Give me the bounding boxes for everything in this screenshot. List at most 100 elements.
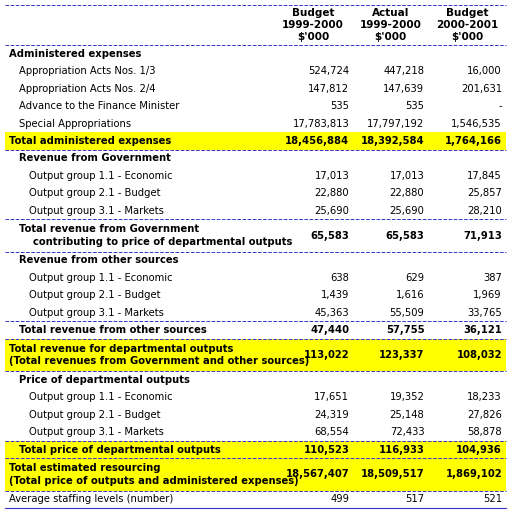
Text: 447,218: 447,218 — [383, 66, 424, 76]
Text: 147,812: 147,812 — [308, 84, 349, 94]
Text: Budget
1999-2000
$'000: Budget 1999-2000 $'000 — [282, 8, 344, 43]
Bar — [5, 406, 506, 423]
Bar — [5, 458, 506, 490]
Bar — [5, 287, 506, 304]
Text: Advance to the Finance Minister: Advance to the Finance Minister — [19, 101, 179, 111]
Bar — [5, 97, 506, 115]
Text: 25,148: 25,148 — [389, 410, 424, 420]
Text: Price of departmental outputs: Price of departmental outputs — [19, 375, 190, 385]
Text: -: - — [498, 101, 502, 111]
Text: 25,690: 25,690 — [389, 206, 424, 216]
Bar — [5, 115, 506, 132]
Text: 72,433: 72,433 — [390, 427, 424, 437]
Bar — [5, 304, 506, 322]
Text: 104,936: 104,936 — [456, 445, 502, 455]
Text: 36,121: 36,121 — [463, 325, 502, 335]
Bar — [5, 63, 506, 80]
Text: 535: 535 — [330, 101, 349, 111]
Text: Total administered expenses: Total administered expenses — [9, 136, 171, 146]
Text: 629: 629 — [405, 273, 424, 283]
Text: 18,567,407: 18,567,407 — [286, 469, 349, 480]
Text: 1,869,102: 1,869,102 — [446, 469, 502, 480]
Text: Revenue from other sources: Revenue from other sources — [19, 255, 178, 265]
Text: Appropriation Acts Nos. 1/3: Appropriation Acts Nos. 1/3 — [19, 66, 155, 76]
Bar — [5, 167, 506, 185]
Text: 33,765: 33,765 — [467, 308, 502, 318]
Text: Appropriation Acts Nos. 2/4: Appropriation Acts Nos. 2/4 — [19, 84, 155, 94]
Text: 25,690: 25,690 — [314, 206, 349, 216]
Text: 58,878: 58,878 — [468, 427, 502, 437]
Bar — [5, 5, 506, 45]
Text: 116,933: 116,933 — [379, 445, 424, 455]
Text: 108,032: 108,032 — [456, 350, 502, 360]
Text: Revenue from Government: Revenue from Government — [19, 153, 171, 164]
Text: 22,880: 22,880 — [315, 188, 349, 199]
Text: 18,233: 18,233 — [468, 392, 502, 402]
Bar — [5, 185, 506, 202]
Bar — [5, 441, 506, 458]
Text: 45,363: 45,363 — [315, 308, 349, 318]
Text: 1,616: 1,616 — [396, 290, 424, 300]
Text: Output group 2.1 - Budget: Output group 2.1 - Budget — [29, 188, 160, 199]
Text: Total price of departmental outputs: Total price of departmental outputs — [19, 445, 221, 455]
Text: 17,845: 17,845 — [467, 171, 502, 181]
Text: Output group 1.1 - Economic: Output group 1.1 - Economic — [29, 273, 173, 283]
Text: Special Appropriations: Special Appropriations — [19, 119, 131, 129]
Bar — [5, 220, 506, 252]
Bar — [5, 423, 506, 441]
Text: 517: 517 — [405, 495, 424, 504]
Bar — [5, 339, 506, 371]
Text: 147,639: 147,639 — [383, 84, 424, 94]
Text: Output group 1.1 - Economic: Output group 1.1 - Economic — [29, 171, 173, 181]
Text: Output group 1.1 - Economic: Output group 1.1 - Economic — [29, 392, 173, 402]
Bar — [5, 252, 506, 269]
Text: 521: 521 — [483, 495, 502, 504]
Text: 16,000: 16,000 — [468, 66, 502, 76]
Text: 68,554: 68,554 — [314, 427, 349, 437]
Text: 201,631: 201,631 — [461, 84, 502, 94]
Text: Budget
2000-2001
$'000: Budget 2000-2001 $'000 — [436, 8, 498, 43]
Text: 499: 499 — [330, 495, 349, 504]
Text: Actual
1999-2000
$'000: Actual 1999-2000 $'000 — [360, 8, 422, 43]
Text: Total revenue from Government
    contributing to price of departmental outputs: Total revenue from Government contributi… — [19, 224, 292, 247]
Bar — [5, 490, 506, 508]
Text: 18,456,884: 18,456,884 — [285, 136, 349, 146]
Text: 17,783,813: 17,783,813 — [292, 119, 349, 129]
Text: 18,509,517: 18,509,517 — [361, 469, 424, 480]
Text: Total estimated resourcing
(Total price of outputs and administered expenses): Total estimated resourcing (Total price … — [9, 463, 298, 486]
Text: 1,546,535: 1,546,535 — [451, 119, 502, 129]
Text: 28,210: 28,210 — [467, 206, 502, 216]
Text: 57,755: 57,755 — [386, 325, 424, 335]
Text: 387: 387 — [483, 273, 502, 283]
Text: 1,439: 1,439 — [321, 290, 349, 300]
Text: Output group 2.1 - Budget: Output group 2.1 - Budget — [29, 290, 160, 300]
Bar — [5, 322, 506, 339]
Bar — [5, 45, 506, 63]
Text: 24,319: 24,319 — [314, 410, 349, 420]
Bar — [5, 388, 506, 406]
Text: 18,392,584: 18,392,584 — [361, 136, 424, 146]
Text: 55,509: 55,509 — [389, 308, 424, 318]
Bar — [5, 371, 506, 388]
Text: 1,764,166: 1,764,166 — [445, 136, 502, 146]
Text: 27,826: 27,826 — [467, 410, 502, 420]
Text: 524,724: 524,724 — [308, 66, 349, 76]
Text: 71,913: 71,913 — [463, 230, 502, 241]
Text: 47,440: 47,440 — [310, 325, 349, 335]
Text: 123,337: 123,337 — [379, 350, 424, 360]
Bar — [5, 132, 506, 150]
Bar — [5, 150, 506, 167]
Text: 22,880: 22,880 — [390, 188, 424, 199]
Text: 1,969: 1,969 — [473, 290, 502, 300]
Text: Average staffing levels (number): Average staffing levels (number) — [9, 495, 173, 504]
Bar — [5, 202, 506, 220]
Text: Administered expenses: Administered expenses — [9, 49, 142, 59]
Text: Output group 3.1 - Markets: Output group 3.1 - Markets — [29, 427, 164, 437]
Text: 25,857: 25,857 — [467, 188, 502, 199]
Text: Output group 2.1 - Budget: Output group 2.1 - Budget — [29, 410, 160, 420]
Text: 535: 535 — [405, 101, 424, 111]
Bar — [5, 269, 506, 287]
Text: Output group 3.1 - Markets: Output group 3.1 - Markets — [29, 308, 164, 318]
Text: Total revenue for departmental outputs
(Total revenues from Government and other: Total revenue for departmental outputs (… — [9, 344, 309, 366]
Text: 17,797,192: 17,797,192 — [367, 119, 424, 129]
